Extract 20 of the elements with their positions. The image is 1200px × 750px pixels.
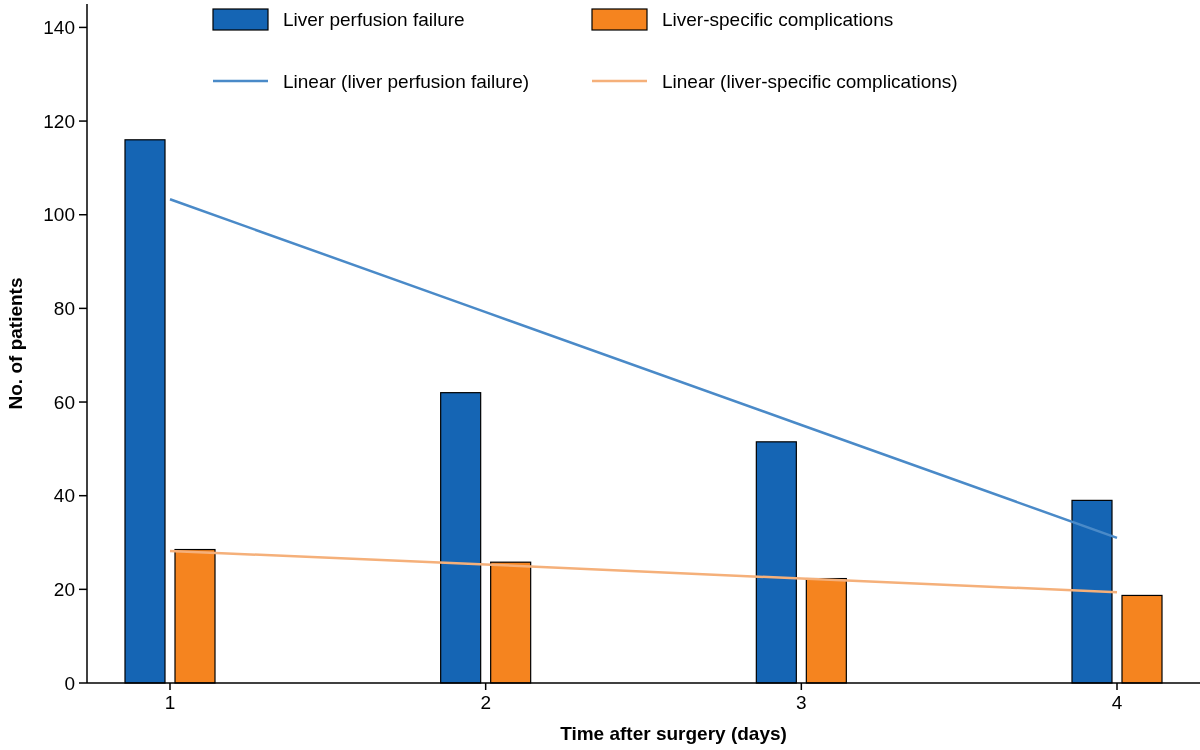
- x-tick-label: 3: [796, 692, 807, 713]
- line-series: [168, 549, 1119, 594]
- legend-label: Linear (liver-specific complications): [662, 70, 958, 92]
- x-tick-label: 1: [164, 692, 176, 713]
- y-tick-label: 60: [53, 391, 75, 413]
- legend-label: Liver perfusion failure: [283, 8, 465, 30]
- legend-label: Linear (liver perfusion failure): [283, 70, 530, 92]
- y-tick-label: 120: [43, 110, 75, 132]
- y-tick-label: 20: [53, 578, 75, 600]
- x-tick-label: 2: [480, 692, 491, 713]
- x-tick-label: 4: [1111, 692, 1123, 713]
- y-axis-title: No. of patients: [5, 277, 26, 410]
- x-axis-title: Time after surgery (days): [560, 723, 787, 744]
- y-tick-label: 140: [43, 17, 75, 39]
- line-series: [168, 198, 1119, 540]
- y-tick-label: 100: [43, 204, 75, 226]
- y-tick-label: 80: [53, 298, 75, 320]
- y-tick-label: 0: [64, 672, 75, 694]
- y-tick-label: 40: [53, 485, 75, 507]
- legend-label: Liver-specific complications: [662, 8, 894, 30]
